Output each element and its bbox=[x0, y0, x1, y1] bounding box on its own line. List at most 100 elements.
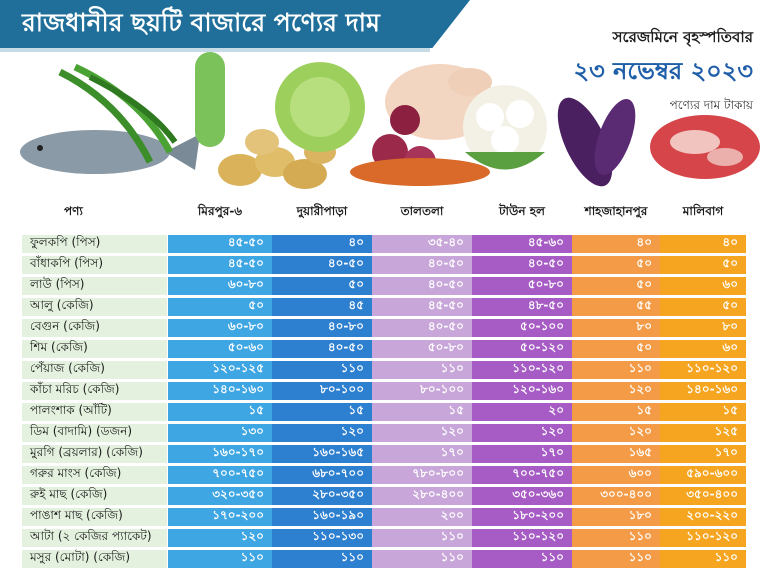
price-duaripara: ১৫ bbox=[272, 403, 372, 422]
column-header-taltola: তালতলা bbox=[400, 204, 444, 218]
price-taltola: ৭৮০-৮০০ bbox=[372, 466, 472, 485]
price-town-hall: ১৮০-২০০ bbox=[472, 508, 572, 527]
price-taltola: ২৮০-৪০০ bbox=[372, 487, 472, 506]
price-duaripara: ১৬০-১৯০ bbox=[272, 508, 372, 527]
price-town-hall: ৭০০-৭৫০ bbox=[472, 466, 572, 485]
price-duaripara: ৮০-১০০ bbox=[272, 382, 372, 401]
item-name: আলু (কেজি) bbox=[22, 298, 168, 317]
fish-tail bbox=[165, 134, 200, 170]
price-town-hall: ৫০-১০০ bbox=[472, 319, 572, 338]
price-town-hall: ১৭০ bbox=[472, 445, 572, 464]
item-name: লাউ (পিস) bbox=[22, 277, 168, 296]
item-name: বাঁধাকপি (পিস) bbox=[22, 256, 168, 275]
item-name: পেঁয়াজ (কেজি) bbox=[22, 361, 168, 380]
price-taltola: ১১০ bbox=[372, 361, 472, 380]
price-town-hall: ১১০-১২০ bbox=[472, 529, 572, 548]
table-row: ডিম (বাদামি) (ডজন) ১৩০ ১২০ ১২০ ১২০ ১২০ ১… bbox=[22, 424, 746, 443]
price-taltola: ১২০ bbox=[372, 424, 472, 443]
price-mirpur: ৪৫-৫০ bbox=[168, 235, 272, 254]
price-duaripara: ৪০ bbox=[272, 235, 372, 254]
price-mirpur: ১৫ bbox=[168, 403, 272, 422]
price-shahjahanpur: ১৫ bbox=[572, 403, 660, 422]
table-row: মুরগি (ব্রয়লার) (কেজি) ১৬০-১৭০ ১৬০-১৬৫ … bbox=[22, 445, 746, 464]
price-malibag: ৫০ bbox=[660, 298, 746, 317]
price-taltola: ৪০-৫০ bbox=[372, 256, 472, 275]
price-town-hall: ৫০-১২০ bbox=[472, 340, 572, 359]
price-shahjahanpur: ৫০ bbox=[572, 340, 660, 359]
price-taltola: ২০০ bbox=[372, 508, 472, 527]
price-mirpur: ৭০০-৭৫০ bbox=[168, 466, 272, 485]
price-mirpur: ১১০ bbox=[168, 550, 272, 569]
price-duaripara: ২৮০-৩৫০ bbox=[272, 487, 372, 506]
item-name: কাঁচা মরিচ (কেজি) bbox=[22, 382, 168, 401]
table-row: কাঁচা মরিচ (কেজি) ১৪০-১৬০ ৮০-১০০ ৮০-১০০ … bbox=[22, 382, 746, 401]
banner-underline bbox=[0, 48, 430, 52]
unit-note: পণ্যের দাম টাকায় bbox=[669, 98, 753, 112]
price-malibag: ১১০-১২০ bbox=[660, 529, 746, 548]
table-row: শিম (কেজি) ৫০-৬০ ৪০-৫০ ৫০-৮০ ৫০-১২০ ৫০ ৬… bbox=[22, 340, 746, 359]
price-duaripara: ১২০ bbox=[272, 424, 372, 443]
price-mirpur: ৫০ bbox=[168, 298, 272, 317]
potato-image bbox=[218, 154, 262, 186]
price-mirpur: ১৬০-১৭০ bbox=[168, 445, 272, 464]
page-title: রাজধানীর ছয়টি বাজারে পণ্যের দাম bbox=[22, 7, 380, 37]
column-header-shahjahanpur: শাহজাহানপুর bbox=[584, 204, 648, 218]
table-row: গরুর মাংস (কেজি) ৭০০-৭৫০ ৬৮০-৭০০ ৭৮০-৮০০… bbox=[22, 466, 746, 485]
price-town-hall: ১২০ bbox=[472, 424, 572, 443]
survey-date: ২৩ নভেম্বর ২০২৩ bbox=[573, 57, 753, 85]
table-row: বেগুন (কেজি) ৬০-৮০ ৪০-৮০ ৪০-৫০ ৫০-১০০ ৮০… bbox=[22, 319, 746, 338]
price-shahjahanpur: ১১০ bbox=[572, 529, 660, 548]
price-duaripara: ৪০-৫০ bbox=[272, 340, 372, 359]
price-taltola: ৫০-৮০ bbox=[372, 340, 472, 359]
price-malibag: ১২৫ bbox=[660, 424, 746, 443]
price-town-hall: ১২০-১৬০ bbox=[472, 382, 572, 401]
price-malibag: ৩৫০-৪০০ bbox=[660, 487, 746, 506]
table-row: আলু (কেজি) ৫০ ৪৫ ৪৫-৫০ ৪৮-৫০ ৫৫ ৫০ bbox=[22, 298, 746, 317]
price-town-hall: ৪৫-৬০ bbox=[472, 235, 572, 254]
table-row: ফুলকপি (পিস) ৪৫-৫০ ৪০ ৩৫-৪০ ৪৫-৬০ ৪০ ৪০ bbox=[22, 235, 746, 254]
price-shahjahanpur: ১১০ bbox=[572, 361, 660, 380]
price-shahjahanpur: ৫০ bbox=[572, 277, 660, 296]
price-town-hall: ৪৮-৫০ bbox=[472, 298, 572, 317]
price-malibag: ১১০ bbox=[660, 550, 746, 569]
price-taltola: ১৫ bbox=[372, 403, 472, 422]
date-block: সরেজমিনে বৃহস্পতিবার ২৩ নভেম্বর ২০২৩ পণ্… bbox=[573, 26, 753, 117]
price-mirpur: ১৩০ bbox=[168, 424, 272, 443]
price-malibag: ১১০-১২০ bbox=[660, 361, 746, 380]
price-malibag: ১৪০-১৬০ bbox=[660, 382, 746, 401]
lentils-image bbox=[350, 158, 490, 186]
item-name: বেগুন (কেজি) bbox=[22, 319, 168, 338]
price-shahjahanpur: ১৮০ bbox=[572, 508, 660, 527]
price-mirpur: ১২০-১২৫ bbox=[168, 361, 272, 380]
price-shahjahanpur: ৮০ bbox=[572, 319, 660, 338]
price-duaripara: ১৬০-১৬৫ bbox=[272, 445, 372, 464]
item-name: মসুর (মোটা) (কেজি) bbox=[22, 550, 168, 569]
price-mirpur: ৩২০-৩৫০ bbox=[168, 487, 272, 506]
price-town-hall: ৪০-৫০ bbox=[472, 256, 572, 275]
table-row: পালংশাক (আঁটি) ১৫ ১৫ ১৫ ২০ ১৫ ১৫ bbox=[22, 403, 746, 422]
table-row: পেঁয়াজ (কেজি) ১২০-১২৫ ১১০ ১১০ ১১০-১২০ ১… bbox=[22, 361, 746, 380]
table-row: আটা (২ কেজির প্যাকেট) ১২০ ১১০-১৩০ ১১০ ১১… bbox=[22, 529, 746, 548]
table-row: রুই মাছ (কেজি) ৩২০-৩৫০ ২৮০-৩৫০ ২৮০-৪০০ ৩… bbox=[22, 487, 746, 506]
item-name: ডিম (বাদামি) (ডজন) bbox=[22, 424, 168, 443]
price-shahjahanpur: ১৬৫ bbox=[572, 445, 660, 464]
price-malibag: ৫০ bbox=[660, 256, 746, 275]
price-taltola: ৪০-৫০ bbox=[372, 277, 472, 296]
price-duaripara: ১১০ bbox=[272, 361, 372, 380]
price-malibag: ৪০ bbox=[660, 235, 746, 254]
title-banner: রাজধানীর ছয়টি বাজারে পণ্যের দাম bbox=[0, 0, 470, 48]
column-header-duaripara: দুয়ারীপাড়া bbox=[296, 204, 348, 218]
item-name: ফুলকপি (পিস) bbox=[22, 235, 168, 254]
price-mirpur: ১৭০-২০০ bbox=[168, 508, 272, 527]
price-duaripara: ৪০-৮০ bbox=[272, 319, 372, 338]
price-taltola: ৮০-১০০ bbox=[372, 382, 472, 401]
beans-image bbox=[58, 68, 154, 164]
price-shahjahanpur: ১১০ bbox=[572, 550, 660, 569]
price-malibag: ৬০ bbox=[660, 340, 746, 359]
price-shahjahanpur: ১২০ bbox=[572, 382, 660, 401]
price-duaripara: ১১০ bbox=[272, 550, 372, 569]
price-malibag: ২০০-২২০ bbox=[660, 508, 746, 527]
price-mirpur: ৬০-৮০ bbox=[168, 277, 272, 296]
price-town-hall: ১১০ bbox=[472, 550, 572, 569]
item-name: পালংশাক (আঁটি) bbox=[22, 403, 168, 422]
